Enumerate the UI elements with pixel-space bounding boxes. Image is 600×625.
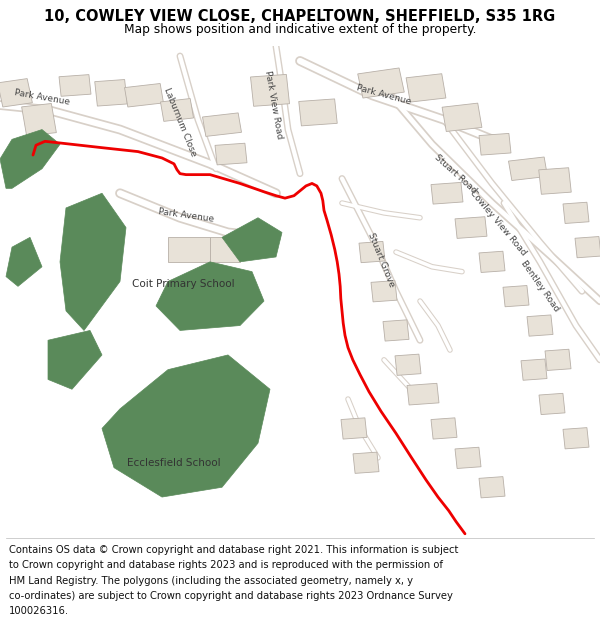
Bar (563, 428, 589, 449)
Text: Laburnum Close: Laburnum Close (162, 86, 198, 158)
Bar (509, 157, 547, 181)
Bar (160, 99, 194, 121)
Text: Park View Road: Park View Road (263, 70, 283, 140)
Bar (22, 104, 56, 136)
Bar (358, 68, 404, 98)
Text: Coit Primary School: Coit Primary School (131, 279, 235, 289)
Bar (442, 103, 482, 131)
Bar (210, 238, 240, 262)
Bar (407, 383, 439, 405)
Bar (539, 393, 565, 414)
Bar (203, 113, 241, 136)
Bar (215, 143, 247, 165)
Polygon shape (60, 193, 126, 331)
Polygon shape (48, 331, 102, 389)
Polygon shape (102, 355, 270, 497)
Bar (431, 418, 457, 439)
Text: Stuart Road: Stuart Road (433, 152, 479, 195)
Bar (527, 315, 553, 336)
Bar (341, 418, 367, 439)
Bar (0, 79, 32, 107)
Polygon shape (222, 217, 282, 262)
Bar (371, 281, 397, 302)
Bar (299, 99, 337, 126)
Bar (455, 217, 487, 238)
Bar (455, 448, 481, 469)
Bar (575, 236, 600, 258)
Bar (406, 74, 446, 102)
Polygon shape (6, 238, 42, 286)
Bar (250, 74, 290, 106)
Bar (383, 320, 409, 341)
Text: 10, COWLEY VIEW CLOSE, CHAPELTOWN, SHEFFIELD, S35 1RG: 10, COWLEY VIEW CLOSE, CHAPELTOWN, SHEFF… (44, 9, 556, 24)
Text: Map shows position and indicative extent of the property.: Map shows position and indicative extent… (124, 23, 476, 36)
Bar (353, 452, 379, 473)
Text: 100026316.: 100026316. (9, 606, 69, 616)
Text: Park Avenue: Park Avenue (356, 84, 412, 107)
Text: Cowley View Road: Cowley View Road (468, 188, 528, 258)
Bar (479, 251, 505, 272)
Bar (95, 79, 127, 106)
Bar (521, 359, 547, 380)
Bar (479, 477, 505, 498)
Bar (539, 168, 571, 194)
Bar (125, 84, 163, 107)
Bar (168, 238, 210, 262)
Polygon shape (156, 262, 264, 331)
Text: HM Land Registry. The polygons (including the associated geometry, namely x, y: HM Land Registry. The polygons (includin… (9, 576, 413, 586)
Bar (479, 133, 511, 155)
Text: Ecclesfield School: Ecclesfield School (127, 458, 221, 468)
Bar (59, 74, 91, 96)
Polygon shape (0, 129, 60, 188)
Bar (545, 349, 571, 371)
Text: to Crown copyright and database rights 2023 and is reproduced with the permissio: to Crown copyright and database rights 2… (9, 561, 443, 571)
Bar (563, 202, 589, 224)
Text: Bentley Road: Bentley Road (519, 259, 561, 314)
Text: Stuart Grove: Stuart Grove (366, 231, 396, 288)
Bar (431, 182, 463, 204)
Bar (359, 241, 385, 262)
Text: Contains OS data © Crown copyright and database right 2021. This information is : Contains OS data © Crown copyright and d… (9, 545, 458, 555)
Text: Park Avenue: Park Avenue (14, 88, 70, 107)
Bar (503, 286, 529, 307)
Bar (395, 354, 421, 376)
Text: Park Avenue: Park Avenue (158, 207, 214, 224)
Text: co-ordinates) are subject to Crown copyright and database rights 2023 Ordnance S: co-ordinates) are subject to Crown copyr… (9, 591, 453, 601)
